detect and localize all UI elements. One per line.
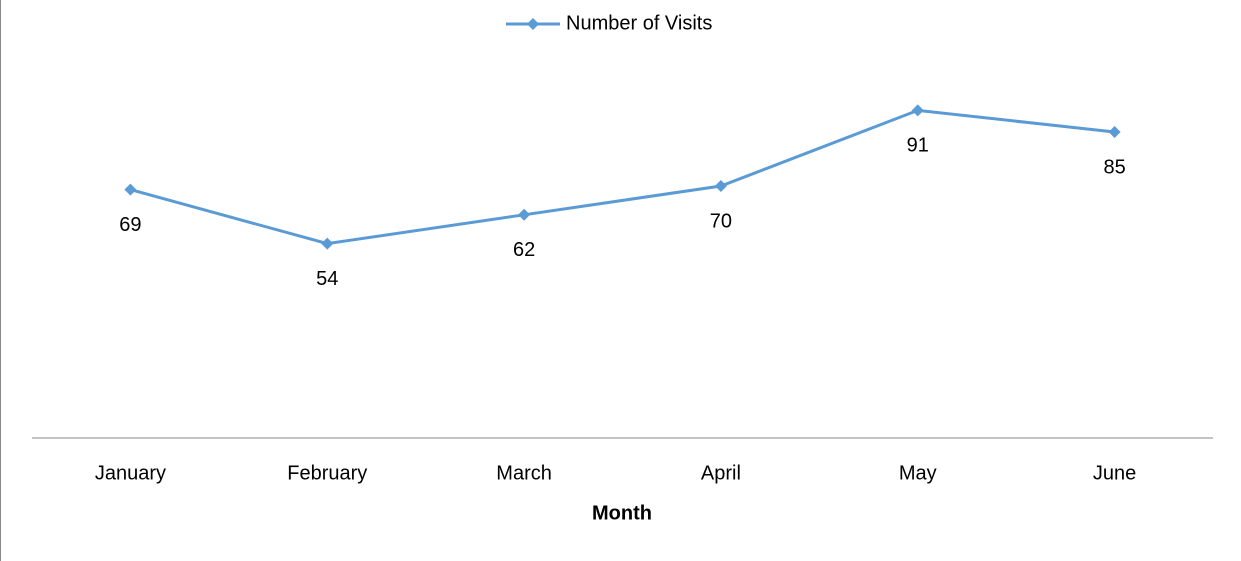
data-point <box>321 237 334 250</box>
data-point <box>714 180 727 192</box>
legend-label: Number of Visits <box>566 12 712 34</box>
x-axis-label: Month <box>592 502 652 524</box>
x-tick-label: March <box>496 462 552 484</box>
legend-marker <box>527 18 539 30</box>
data-label: 85 <box>1103 156 1125 178</box>
x-tick-label: February <box>287 462 367 484</box>
x-tick-label: June <box>1093 462 1136 484</box>
x-tick-label: April <box>701 462 741 484</box>
data-label: 54 <box>316 268 338 290</box>
x-tick-label: January <box>95 462 166 484</box>
x-tick-label: May <box>899 462 937 484</box>
data-point <box>1108 126 1121 138</box>
data-label: 70 <box>710 210 732 232</box>
data-label: 91 <box>907 135 929 157</box>
data-label: 62 <box>513 239 535 261</box>
data-label: 69 <box>119 214 141 236</box>
series-line <box>130 108 1115 246</box>
data-point <box>518 208 531 221</box>
data-point <box>911 104 924 117</box>
data-point <box>124 183 137 196</box>
